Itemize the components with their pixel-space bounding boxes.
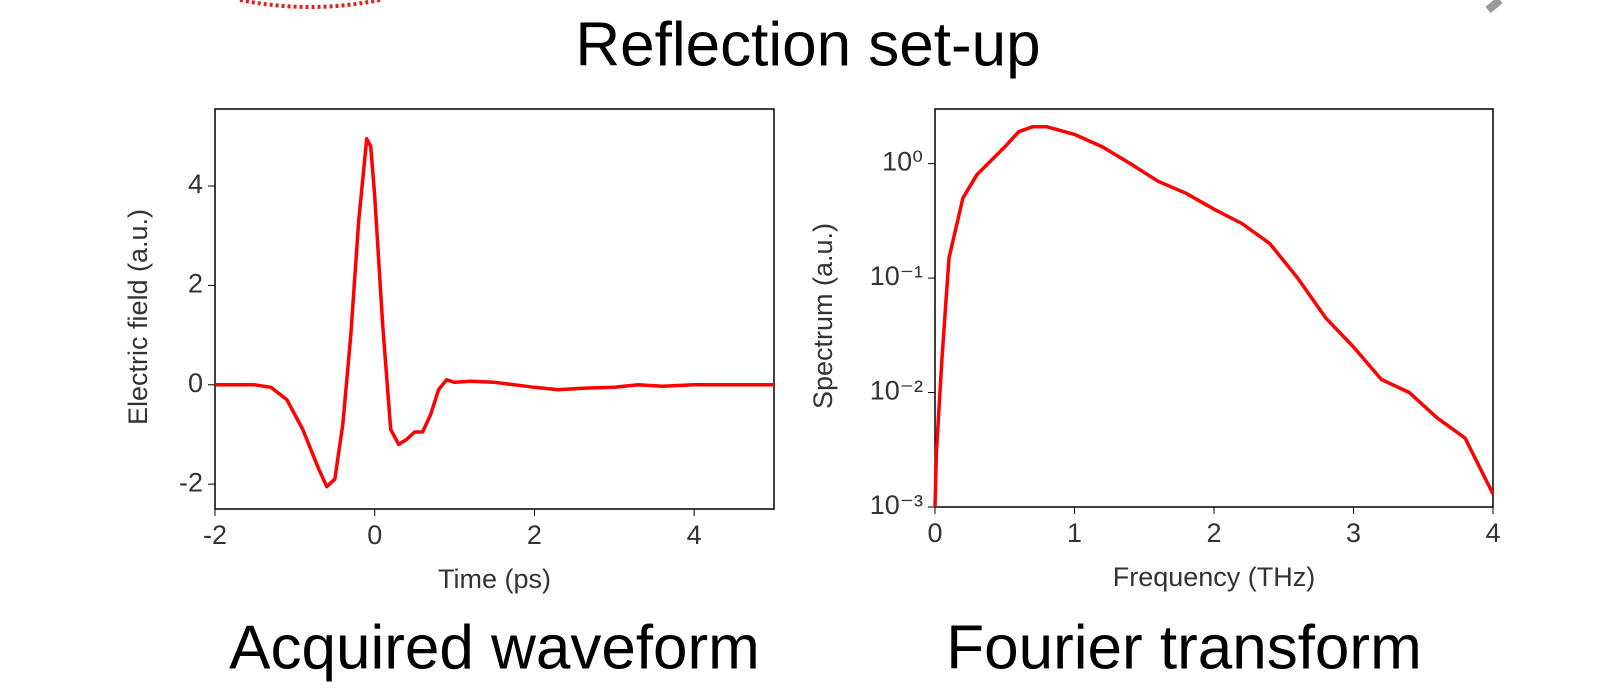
x-tick-label: 0: [367, 520, 382, 550]
y-tick-label: 10⁰: [882, 147, 923, 177]
chart-caption: Fourier transform: [946, 613, 1421, 682]
x-axis-label: Frequency (THz): [1113, 562, 1316, 592]
series-line: [933, 124, 1495, 508]
x-tick-label: 1: [1067, 518, 1082, 548]
y-tick-label: -2: [179, 467, 203, 497]
x-axis-label: Time (ps): [438, 564, 551, 594]
y-axis-label: Spectrum (a.u.): [808, 223, 838, 409]
x-tick-label: 4: [687, 520, 702, 550]
y-tick-label: 2: [188, 269, 203, 299]
plot-frame: [934, 108, 1494, 508]
x-tick-label: 4: [1485, 518, 1500, 548]
chart-caption: Acquired waveform: [229, 613, 760, 682]
y-axis-label: Electric field (a.u.): [123, 209, 153, 425]
x-tick-label: 2: [527, 520, 542, 550]
slide-title: Reflection set-up: [575, 10, 1040, 79]
decoration: [239, 0, 381, 9]
x-tick-label: 2: [1206, 518, 1221, 548]
x-tick-label: -2: [203, 520, 227, 550]
y-tick-label: 10⁻¹: [870, 261, 923, 291]
x-tick-label: 0: [927, 518, 942, 548]
y-tick-label: 4: [188, 169, 203, 199]
x-tick-label: 3: [1346, 518, 1361, 548]
plot-frame: [214, 108, 775, 510]
series-line: [215, 137, 774, 489]
decoration: [1485, 0, 1503, 14]
y-tick-label: 10⁻³: [870, 490, 923, 520]
y-tick-label: 10⁻²: [870, 376, 923, 406]
y-tick-label: 0: [188, 368, 203, 398]
